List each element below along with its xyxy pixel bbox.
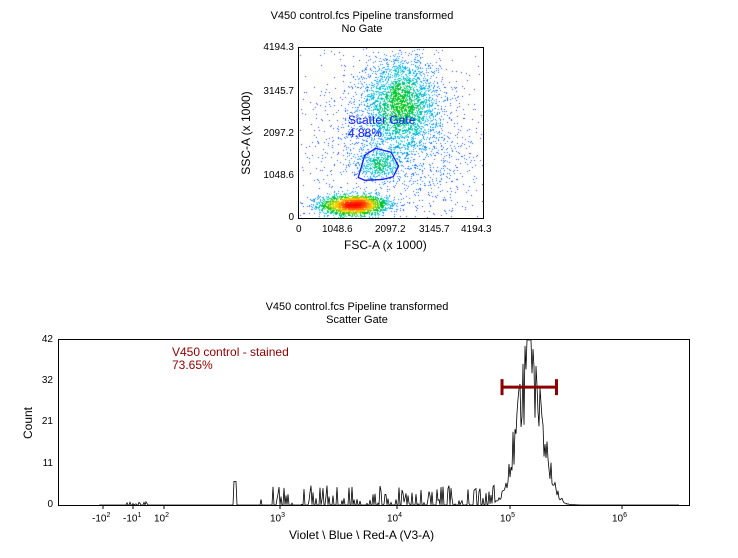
histogram-title: V450 control.fcs Pipeline transformed (265, 301, 449, 313)
histogram-xtick: 105 (500, 512, 516, 525)
scatter-gate-polygon[interactable] (357, 147, 400, 181)
histogram-xtick: 106 (612, 512, 628, 525)
scatter-gate-name: Scatter Gate (348, 113, 416, 127)
histogram-xtick: -102 (92, 512, 111, 525)
scatter-xtick: 2097.2 (375, 224, 406, 235)
histogram-ytick: 11 (42, 458, 53, 469)
scatter-subtitle: No Gate (341, 23, 383, 35)
scatter-xlabel: FSC-A (x 1000) (344, 238, 427, 252)
scatter-ytick: 0 (288, 212, 294, 223)
histogram-plot-area[interactable] (58, 339, 690, 509)
histogram-xtick: -101 (123, 512, 142, 525)
histogram-xtick: 103 (270, 512, 286, 525)
scatter-xtick: 1048.6 (322, 224, 353, 235)
histogram-ytick: 32 (41, 375, 53, 386)
scatter-gate-overlay[interactable] (299, 48, 483, 218)
scatter-xtick: 4194.3 (461, 224, 492, 235)
scatter-ytick: 4194.3 (263, 42, 294, 53)
histogram-svg (99, 339, 679, 509)
histogram-ytick: 42 (41, 334, 53, 345)
histogram-gate-percent: 73.65% (172, 358, 213, 372)
histogram-gate-label[interactable]: V450 control - stained 73.65% (172, 346, 289, 372)
histogram-xlabel: Violet \ Blue \ Red-A (V3-A) (289, 528, 435, 542)
scatter-ytick: 3145.7 (263, 86, 294, 97)
scatter-plot-area[interactable] (298, 47, 484, 219)
scatter-title: V450 control.fcs Pipeline transformed (270, 10, 454, 22)
scatter-xtick: 0 (296, 224, 302, 235)
scatter-density-canvas (299, 48, 483, 218)
histogram-ytick: 0 (47, 499, 53, 510)
histogram-xtick: 104 (387, 512, 403, 525)
histogram-xtick: 102 (154, 512, 170, 525)
scatter-ytick: 2097.2 (263, 128, 294, 139)
scatter-ylabel: SSC-A (x 1000) (239, 91, 253, 175)
histogram-trace (99, 339, 679, 507)
scatter-xtick: 3145.7 (419, 224, 450, 235)
scatter-gate-label[interactable]: Scatter Gate 4.88% (348, 114, 415, 140)
histogram-gate-name: V450 control - stained (172, 345, 289, 359)
histogram-ytick: 21 (41, 416, 53, 427)
scatter-ytick: 1048.6 (263, 170, 294, 181)
histogram-ylabel: Count (21, 406, 35, 440)
histogram-subtitle: Scatter Gate (326, 314, 388, 326)
scatter-gate-percent: 4.88% (348, 126, 383, 140)
